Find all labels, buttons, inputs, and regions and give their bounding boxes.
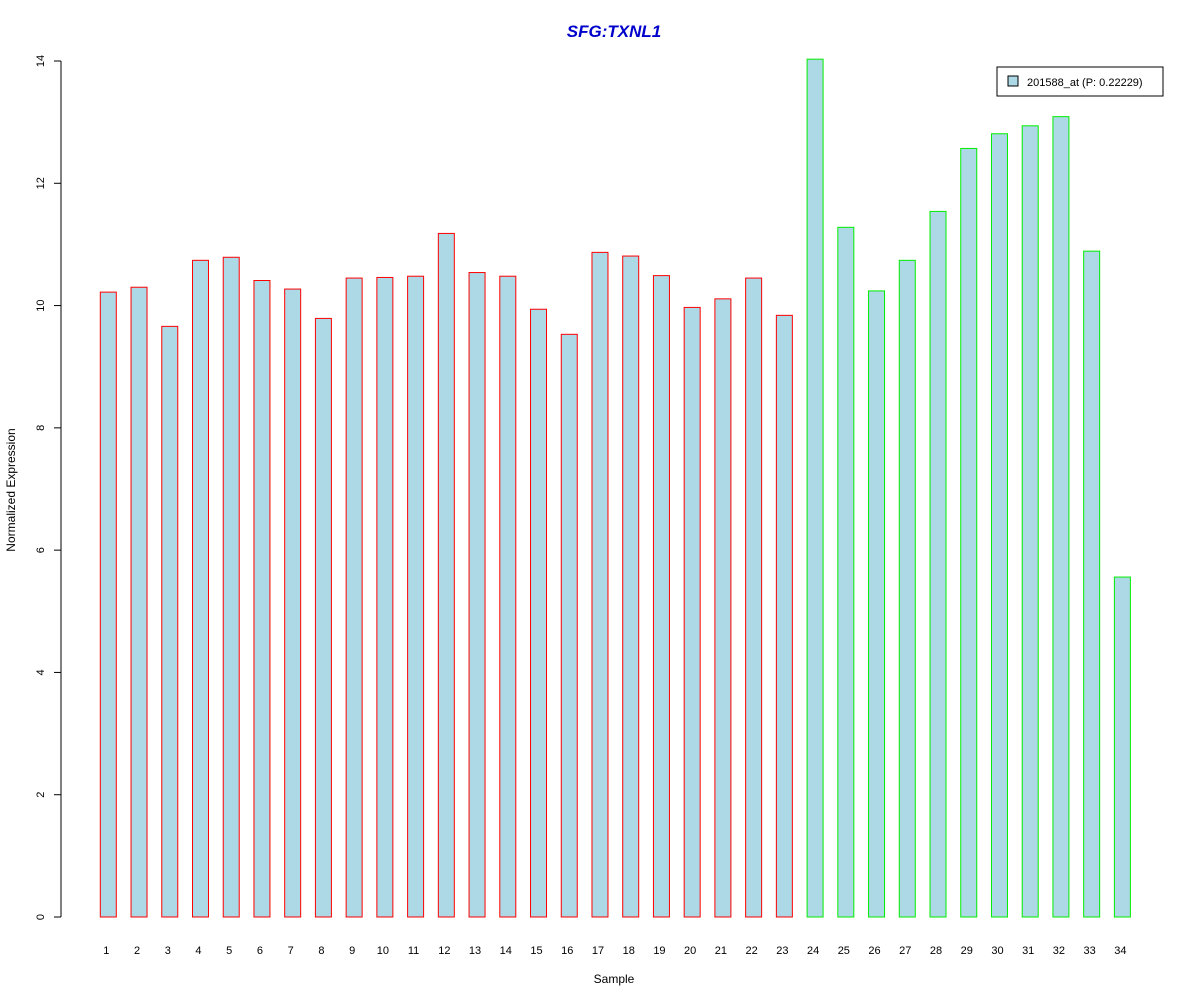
x-tick-label: 21 bbox=[715, 945, 727, 957]
y-tick-label: 10 bbox=[35, 299, 47, 311]
bar bbox=[499, 275, 517, 918]
x-tick-label: 28 bbox=[930, 945, 942, 957]
bar bbox=[130, 286, 148, 918]
x-tick-label: 27 bbox=[899, 945, 911, 957]
x-tick-label: 7 bbox=[288, 945, 294, 957]
bar bbox=[683, 306, 701, 918]
y-tick-label: 4 bbox=[35, 669, 47, 675]
x-tick-label: 30 bbox=[991, 945, 1003, 957]
bar bbox=[161, 325, 179, 918]
x-tick-label: 11 bbox=[408, 945, 419, 957]
y-tick-label: 14 bbox=[35, 55, 47, 67]
x-tick-label: 5 bbox=[226, 945, 232, 957]
x-tick-label: 16 bbox=[561, 945, 573, 957]
legend-swatch bbox=[1007, 75, 1019, 87]
bar bbox=[376, 276, 394, 918]
y-tick-label: 6 bbox=[35, 547, 47, 553]
x-tick-label: 14 bbox=[500, 945, 512, 957]
bar bbox=[1113, 576, 1131, 918]
x-axis-label: Sample bbox=[594, 972, 635, 986]
x-tick-label: 1 bbox=[103, 945, 109, 957]
x-tick-label: 4 bbox=[195, 945, 201, 957]
x-tick-label: 13 bbox=[469, 945, 481, 957]
bar bbox=[652, 275, 670, 918]
bar bbox=[1083, 250, 1101, 918]
bar bbox=[99, 291, 117, 918]
x-tick-label: 31 bbox=[1022, 945, 1034, 957]
bar bbox=[407, 275, 425, 918]
bar bbox=[868, 290, 886, 918]
bar bbox=[714, 298, 732, 918]
bar bbox=[622, 255, 640, 918]
x-tick-label: 34 bbox=[1114, 945, 1126, 957]
x-tick-label: 24 bbox=[807, 945, 819, 957]
bar bbox=[222, 256, 240, 918]
x-tick-label: 3 bbox=[165, 945, 171, 957]
y-tick-label: 8 bbox=[35, 425, 47, 431]
x-tick-label: 12 bbox=[438, 945, 450, 957]
bar bbox=[898, 259, 916, 918]
y-axis: 0 2 4 6 8 10 12 14 bbox=[35, 55, 62, 920]
bar bbox=[929, 210, 947, 918]
bar bbox=[191, 259, 209, 918]
x-tick-label: 15 bbox=[530, 945, 542, 957]
x-tick-label: 6 bbox=[257, 945, 263, 957]
bar bbox=[314, 317, 332, 918]
bar bbox=[560, 333, 578, 918]
bar bbox=[253, 280, 271, 918]
legend-box bbox=[996, 66, 1164, 97]
bar bbox=[1052, 116, 1070, 918]
x-tick-label: 25 bbox=[838, 945, 850, 957]
y-tick-label: 0 bbox=[35, 914, 47, 920]
y-tick-label: 12 bbox=[35, 177, 47, 189]
x-tick-label: 19 bbox=[653, 945, 665, 957]
bar bbox=[530, 308, 548, 918]
x-tick-label: 32 bbox=[1053, 945, 1065, 957]
bar bbox=[1021, 125, 1039, 918]
bar bbox=[591, 251, 609, 918]
x-tick-label: 23 bbox=[776, 945, 788, 957]
x-tick-label: 29 bbox=[961, 945, 973, 957]
legend-label: 201588_at (P: 0.22229) bbox=[1027, 77, 1143, 89]
chart-title: SFG:TXNL1 bbox=[567, 22, 661, 41]
x-tick-label: 10 bbox=[377, 945, 389, 957]
bar bbox=[745, 277, 763, 918]
bar bbox=[437, 232, 455, 918]
x-tick-label: 17 bbox=[592, 945, 604, 957]
x-tick-label: 9 bbox=[349, 945, 355, 957]
y-tick-label: 2 bbox=[35, 792, 47, 798]
x-tick-label: 22 bbox=[746, 945, 758, 957]
x-tick-labels: 1 2 3 4 5 6 7 8 9 10 11 12 13 14 15 16 17 18 19 20 21 22 23 24 2… bbox=[103, 945, 1126, 957]
bar bbox=[775, 314, 793, 918]
x-tick-label: 2 bbox=[134, 945, 140, 957]
x-tick-label: 18 bbox=[623, 945, 635, 957]
x-tick-label: 26 bbox=[868, 945, 880, 957]
bar bbox=[837, 226, 855, 918]
bars-group bbox=[99, 58, 1131, 918]
bar bbox=[806, 58, 824, 918]
bar bbox=[345, 277, 363, 918]
bar bbox=[960, 147, 978, 918]
x-tick-label: 8 bbox=[318, 945, 324, 957]
bar bbox=[284, 288, 302, 918]
x-tick-label: 33 bbox=[1084, 945, 1096, 957]
legend: 201588_at (P: 0.22229) bbox=[996, 66, 1164, 97]
bar bbox=[468, 272, 486, 918]
y-axis-label: Normalized Expression bbox=[4, 428, 18, 551]
x-tick-label: 20 bbox=[684, 945, 696, 957]
bar bbox=[990, 133, 1008, 918]
